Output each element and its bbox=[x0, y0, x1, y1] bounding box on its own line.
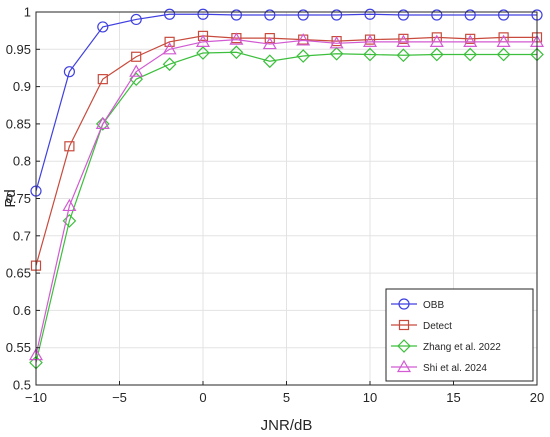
x-tick-label: 10 bbox=[363, 390, 377, 405]
data-point bbox=[63, 66, 76, 78]
data-point bbox=[496, 34, 511, 47]
data-point bbox=[396, 34, 411, 47]
data-point bbox=[329, 36, 344, 49]
y-tick-label: 0.75 bbox=[6, 191, 31, 206]
data-point bbox=[498, 9, 510, 21]
legend-label: Detect bbox=[423, 321, 452, 332]
series-4 bbox=[28, 32, 545, 361]
data-point bbox=[464, 9, 476, 21]
x-tick-label: −5 bbox=[112, 390, 127, 405]
data-point bbox=[196, 46, 210, 60]
legend-label: Shi et al. 2024 bbox=[423, 363, 487, 374]
data-point bbox=[162, 57, 177, 72]
data-point bbox=[264, 9, 276, 21]
data-point bbox=[97, 21, 109, 33]
data-point bbox=[296, 33, 311, 46]
data-point bbox=[64, 141, 75, 152]
legend-marker bbox=[398, 298, 410, 310]
legend-label: OBB bbox=[423, 300, 444, 311]
data-point bbox=[296, 49, 311, 63]
data-point bbox=[396, 48, 411, 63]
data-point bbox=[362, 34, 378, 47]
legend-marker bbox=[398, 319, 410, 331]
data-point bbox=[95, 117, 110, 131]
data-point bbox=[398, 33, 409, 44]
legend-label: Zhang et al. 2022 bbox=[423, 342, 501, 353]
series-line bbox=[35, 13, 537, 192]
y-tick-label: 1 bbox=[24, 5, 31, 20]
data-point bbox=[229, 45, 244, 60]
data-point bbox=[131, 51, 142, 62]
data-point bbox=[496, 47, 511, 62]
data-point bbox=[329, 46, 344, 61]
data-point bbox=[364, 8, 376, 20]
data-point bbox=[164, 8, 176, 20]
series-group bbox=[28, 8, 545, 370]
data-point bbox=[463, 47, 478, 62]
data-point bbox=[431, 9, 443, 21]
legend-item: OBB bbox=[391, 298, 444, 311]
data-point bbox=[97, 74, 108, 85]
legend: OBB Detect Zhang et al. 2022 Shi et al. 202… bbox=[385, 288, 534, 382]
y-tick-label: 0.55 bbox=[6, 340, 31, 355]
data-point bbox=[195, 34, 211, 47]
legend-marker bbox=[397, 339, 411, 353]
x-tick-label: 0 bbox=[199, 390, 206, 405]
data-point bbox=[429, 34, 444, 47]
x-tick-label: 15 bbox=[446, 390, 460, 405]
series-line bbox=[35, 38, 537, 356]
data-point bbox=[164, 36, 175, 47]
data-point bbox=[229, 32, 244, 45]
y-tick-label: 0.7 bbox=[13, 228, 31, 243]
data-point bbox=[162, 42, 177, 55]
y-tick-label: 0.8 bbox=[13, 154, 31, 169]
series-1 bbox=[30, 8, 543, 197]
legend-item: Shi et al. 2024 bbox=[391, 359, 487, 374]
data-point bbox=[62, 214, 77, 228]
legend-marker bbox=[396, 359, 412, 373]
x-tick-label: 20 bbox=[530, 390, 544, 405]
y-tick-label: 0.95 bbox=[6, 42, 31, 57]
data-point bbox=[129, 64, 144, 77]
legend-item: Zhang et al. 2022 bbox=[391, 339, 501, 353]
x-tick-label: 5 bbox=[283, 390, 290, 405]
data-point bbox=[197, 30, 209, 41]
y-tick-label: 0.6 bbox=[13, 303, 31, 318]
y-tick-label: 0.85 bbox=[6, 116, 31, 131]
data-point bbox=[62, 198, 77, 212]
data-point bbox=[297, 9, 309, 21]
data-point bbox=[264, 33, 275, 44]
data-point bbox=[463, 34, 478, 47]
y-tick-label: 0.65 bbox=[6, 266, 31, 281]
tick-labels: −10 −5 0 5 10 15 20 0.5 0.55 0.6 0.65 0.7 0.75 0.8 0.8… bbox=[6, 5, 545, 406]
data-point bbox=[397, 9, 409, 21]
series-line bbox=[35, 51, 537, 363]
data-point bbox=[465, 33, 476, 44]
data-point bbox=[363, 47, 377, 62]
data-point bbox=[262, 36, 277, 50]
data-point bbox=[429, 47, 444, 62]
x-tick-label: −10 bbox=[25, 390, 47, 405]
series-line bbox=[35, 35, 537, 266]
y-axis-label: Pd bbox=[2, 189, 19, 207]
data-point bbox=[331, 9, 343, 21]
data-point bbox=[262, 54, 277, 69]
y-tick-label: 0.5 bbox=[13, 378, 31, 393]
x-axis-label: JNR/dB bbox=[261, 417, 313, 434]
data-point bbox=[197, 8, 209, 20]
data-point bbox=[130, 13, 142, 26]
y-tick-label: 0.9 bbox=[13, 79, 31, 94]
data-point bbox=[95, 116, 110, 129]
legend-item: Detect bbox=[391, 319, 452, 332]
data-point bbox=[230, 9, 242, 21]
